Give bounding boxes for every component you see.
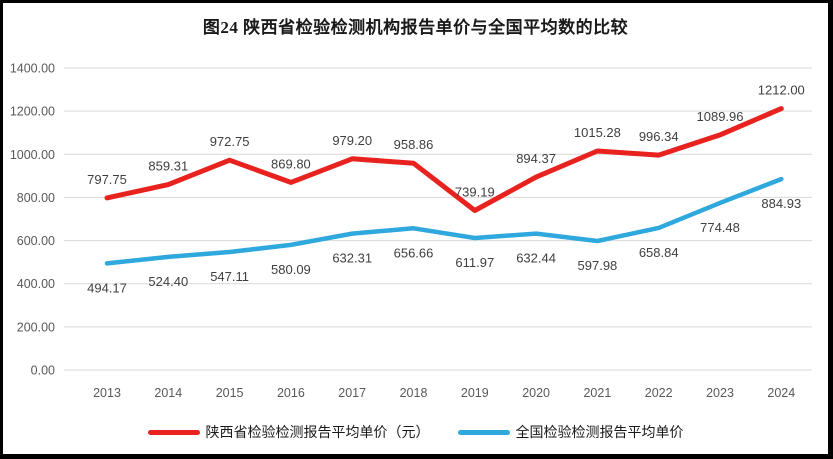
- data-label: 658.84: [639, 245, 679, 260]
- y-axis-tick-label: 1000.00: [10, 148, 55, 162]
- legend-item-national: 全国检验检测报告平均单价: [457, 422, 684, 442]
- data-label: 611.97: [455, 255, 494, 270]
- legend-swatch-red-line: [147, 429, 200, 435]
- x-axis-tick-label: 2021: [583, 386, 611, 400]
- data-label: 656.66: [394, 245, 434, 260]
- data-label: 884.93: [761, 196, 801, 211]
- data-label: 774.48: [700, 220, 740, 235]
- x-axis-tick-label: 2015: [216, 386, 244, 400]
- x-axis-tick-label: 2018: [400, 386, 428, 400]
- x-axis-tick-label: 2024: [767, 386, 795, 400]
- y-axis-tick-label: 600.00: [17, 234, 55, 248]
- line-chart-canvas: 0.00 200.00 400.00 600.00 800.00 1000.00 1200.…: [10, 62, 812, 400]
- data-label: 958.86: [394, 137, 434, 152]
- y-axis-tick-label: 1400.00: [10, 62, 55, 76]
- data-label: 739.19: [455, 185, 495, 200]
- data-label: 996.34: [639, 129, 679, 144]
- data-label: 1015.28: [574, 125, 621, 140]
- data-label: 797.75: [87, 172, 127, 187]
- y-axis-tick-label: 800.00: [17, 191, 55, 205]
- data-label: 972.75: [210, 134, 250, 149]
- data-label: 580.09: [271, 262, 311, 277]
- y-axis-tick-label: 200.00: [17, 320, 55, 334]
- data-label: 1089.96: [697, 109, 744, 124]
- data-label: 859.31: [148, 159, 188, 174]
- y-axis-tick-label: 400.00: [17, 277, 55, 291]
- x-axis-tick-label: 2023: [706, 386, 734, 400]
- data-label: 894.37: [516, 151, 556, 166]
- x-axis-tick-label: 2013: [93, 386, 121, 400]
- data-label: 979.20: [332, 133, 372, 148]
- x-axis-tick-label: 2017: [338, 386, 366, 400]
- x-axis-tick-label: 2014: [154, 386, 182, 400]
- legend-label-shaanxi: 陕西省检验检测报告平均单价（元）: [205, 424, 430, 440]
- data-label: 494.17: [87, 280, 127, 295]
- series-line-1: [104, 176, 784, 266]
- data-label: 632.31: [332, 251, 372, 266]
- data-label: 524.40: [148, 274, 188, 289]
- data-label: 632.44: [516, 251, 556, 266]
- x-axis-tick-label: 2019: [461, 386, 489, 400]
- data-label: 597.98: [578, 258, 618, 273]
- legend-swatch-blue-line: [457, 429, 510, 435]
- chart-legend: 陕西省检验检测报告平均单价（元） 全国检验检测报告平均单价: [3, 422, 828, 442]
- legend-label-national: 全国检验检测报告平均单价: [515, 424, 684, 440]
- data-label: 547.11: [210, 269, 249, 284]
- data-label: 869.80: [271, 156, 311, 171]
- chart-title: 图24 陕西省检验检测机构报告单价与全国平均数的比较: [202, 18, 629, 37]
- y-axis-tick-label: 1200.00: [10, 105, 55, 119]
- data-label: 1212.00: [758, 83, 805, 98]
- x-axis-tick-label: 2016: [277, 386, 305, 400]
- legend-item-shaanxi: 陕西省检验检测报告平均单价（元）: [147, 422, 430, 442]
- y-axis-tick-label: 0.00: [31, 364, 55, 378]
- x-axis-tick-label: 2020: [522, 386, 550, 400]
- x-axis-tick-label: 2022: [645, 386, 673, 400]
- series-line-0: [104, 106, 784, 213]
